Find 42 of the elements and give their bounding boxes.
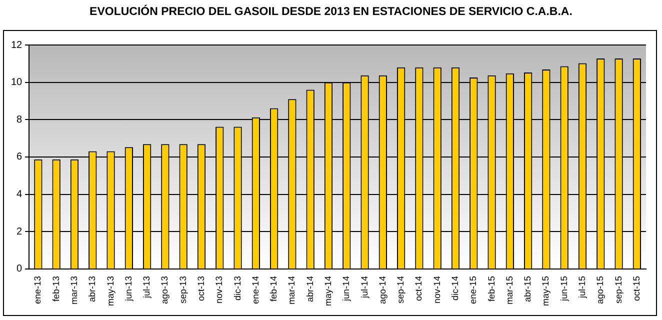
x-tick-label: oct-13 — [196, 276, 206, 302]
x-tick-label: jun-15 — [558, 276, 569, 302]
x-tick-label: abr-14 — [304, 276, 315, 302]
x-tick-label: jul-15 — [576, 276, 587, 300]
x-tick-label: jul-14 — [359, 276, 370, 300]
x-tick-label: mar-13 — [68, 276, 79, 305]
x-tick-label: nov-14 — [432, 276, 442, 304]
x-tick-label: ene-13 — [32, 276, 43, 304]
x-tick-label: feb-13 — [50, 276, 61, 302]
x-tick-label: mar-14 — [286, 276, 297, 305]
x-tick-label: may-15 — [540, 276, 551, 306]
x-tick-label: ago-15 — [595, 276, 606, 304]
chart-title: EVOLUCIÓN PRECIO DEL GASOIL DESDE 2013 EN ESTACIONES DE SERVICIO C.A.B.A. — [88, 6, 574, 18]
x-tick-label: ene-15 — [468, 276, 478, 304]
x-tick-label: sep-14 — [396, 276, 406, 304]
y-tick-label: 0 — [16, 264, 23, 275]
x-tick-label: abr-15 — [522, 276, 533, 302]
x-tick-label: sep-13 — [178, 276, 188, 304]
x-tick-label: may-13 — [105, 276, 116, 306]
x-tick-label: may-14 — [322, 276, 333, 306]
x-tick-label: jun-13 — [123, 276, 134, 302]
y-tick-label: 10 — [11, 77, 23, 88]
x-tick-label: ene-14 — [250, 276, 260, 304]
x-tick-label: abr-13 — [87, 276, 98, 302]
x-tick-label: dic-13 — [232, 276, 242, 301]
y-tick-label: 4 — [16, 189, 23, 200]
x-tick-label: dic-14 — [450, 276, 460, 301]
x-tick-label: feb-15 — [486, 276, 496, 302]
x-tick-label: ago-14 — [377, 276, 388, 304]
y-tick-label: 6 — [16, 152, 23, 163]
x-tick-label: mar-15 — [504, 276, 514, 305]
x-tick-label: oct-15 — [631, 276, 642, 302]
x-tick-label: feb-14 — [268, 276, 279, 302]
x-tick-label: nov-13 — [214, 276, 224, 304]
x-tick-label: oct-14 — [414, 276, 424, 302]
y-tick-label: 8 — [16, 114, 23, 126]
x-tick-label: sep-15 — [613, 276, 624, 304]
x-tick-label: ago-13 — [160, 276, 170, 304]
x-tick-label: jul-13 — [142, 276, 152, 300]
y-tick-label: 12 — [11, 40, 23, 51]
x-tick-label: jun-14 — [341, 276, 352, 302]
y-tick-label: 2 — [16, 226, 23, 238]
